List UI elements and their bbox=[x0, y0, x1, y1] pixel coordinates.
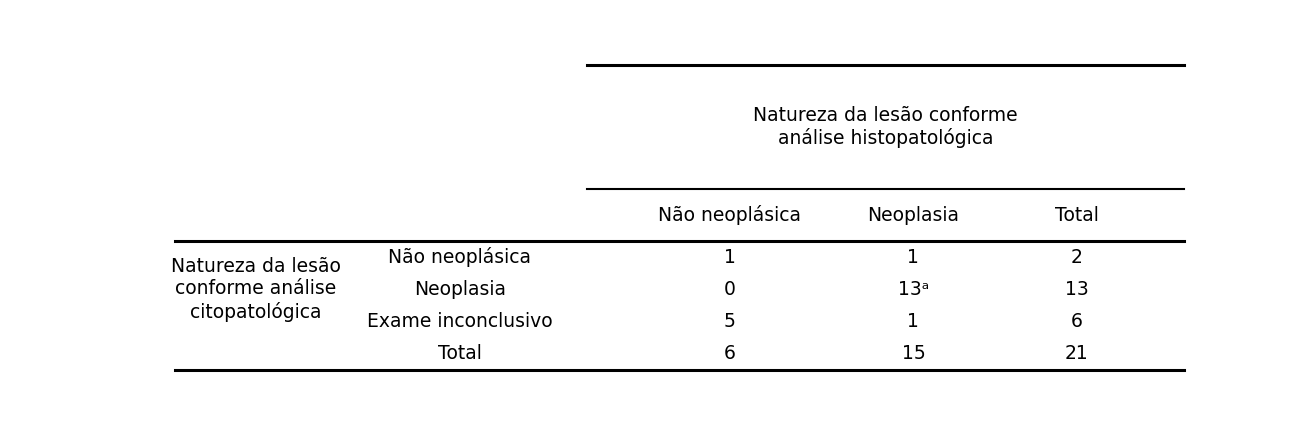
Text: 1: 1 bbox=[907, 248, 919, 267]
Text: 13ᵃ: 13ᵃ bbox=[898, 280, 928, 299]
Text: Exame inconclusivo: Exame inconclusivo bbox=[367, 312, 552, 331]
Text: Não neoplásica: Não neoplásica bbox=[388, 247, 531, 267]
Text: 1: 1 bbox=[725, 248, 736, 267]
Text: 2: 2 bbox=[1070, 248, 1082, 267]
Text: Total: Total bbox=[1055, 206, 1098, 225]
Text: Não neoplásica: Não neoplásica bbox=[659, 205, 801, 225]
Text: Natureza da lesão conforme
análise histopatológica: Natureza da lesão conforme análise histo… bbox=[753, 106, 1018, 148]
Text: Natureza da lesão
conforme análise
citopatológica: Natureza da lesão conforme análise citop… bbox=[171, 258, 341, 321]
Text: 0: 0 bbox=[725, 280, 736, 299]
Text: 1: 1 bbox=[907, 312, 919, 331]
Text: Neoplasia: Neoplasia bbox=[868, 206, 960, 225]
Text: 13: 13 bbox=[1065, 280, 1089, 299]
Text: Total: Total bbox=[438, 344, 481, 363]
Text: 6: 6 bbox=[725, 344, 736, 363]
Text: 15: 15 bbox=[902, 344, 926, 363]
Text: 6: 6 bbox=[1070, 312, 1082, 331]
Text: 21: 21 bbox=[1065, 344, 1089, 363]
Text: 5: 5 bbox=[725, 312, 736, 331]
Text: Neoplasia: Neoplasia bbox=[414, 280, 506, 299]
